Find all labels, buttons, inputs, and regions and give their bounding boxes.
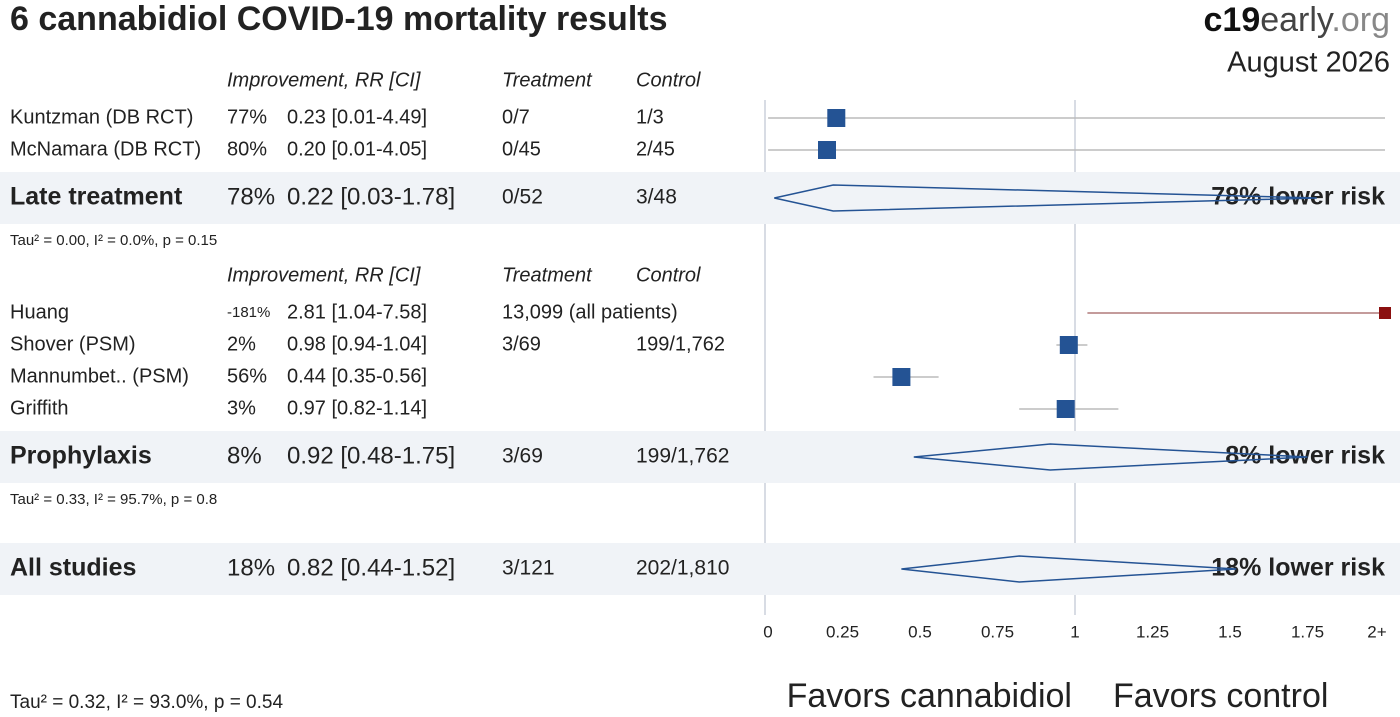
effect-square [818, 141, 836, 159]
summary-name: Prophylaxis [10, 442, 152, 470]
rr-ci: 0.98 [0.94-1.04] [287, 333, 427, 355]
effect-square [1379, 307, 1391, 319]
risk-label: 18% lower risk [1211, 554, 1385, 582]
rr-ci: 0.97 [0.82-1.14] [287, 397, 427, 419]
rr-ci: 0.20 [0.01-4.05] [287, 138, 427, 160]
summary-control: 3/48 [636, 186, 677, 209]
improvement: 56% [227, 365, 267, 387]
improvement: 2% [227, 333, 256, 355]
summary-rr-ci: 0.22 [0.03-1.78] [287, 183, 455, 210]
summary-control: 199/1,762 [636, 445, 729, 468]
column-header: Treatment [502, 69, 593, 91]
study-name: Griffith [10, 397, 69, 419]
favors-right: Favors control [1113, 677, 1328, 715]
summary-diamond [913, 443, 1308, 471]
x-tick-label: 0.5 [908, 622, 932, 641]
x-tick-label: 1.5 [1218, 622, 1242, 641]
rr-ci: 0.44 [0.35-0.56] [287, 365, 427, 387]
treatment: 0/45 [502, 138, 541, 160]
column-header: Improvement, RR [CI] [227, 264, 421, 286]
column-header: Improvement, RR [CI] [227, 69, 421, 91]
effect-square [1059, 336, 1078, 354]
summary-name: Late treatment [10, 183, 183, 211]
group-stats: Tau² = 0.33, I² = 95.7%, p = 0.8 [10, 491, 217, 508]
summary-improvement: 8% [227, 442, 262, 469]
summary-rr-ci: 0.82 [0.44-1.52] [287, 554, 455, 581]
x-tick-label: 0.25 [826, 622, 859, 641]
study-name: McNamara (DB RCT) [10, 138, 201, 160]
summary-diamond [774, 184, 1317, 212]
effect-square [827, 109, 846, 127]
x-tick-label: 1.25 [1136, 622, 1169, 641]
summary-band [0, 172, 1400, 224]
x-tick-label: 0 [763, 622, 772, 641]
date: August 2026 [1227, 47, 1390, 79]
x-tick-label: 2+ [1367, 622, 1386, 641]
rr-ci: 2.81 [1.04-7.58] [287, 301, 427, 323]
brand-end: .org [1331, 1, 1390, 39]
improvement: 3% [227, 397, 256, 419]
improvement: 77% [227, 106, 267, 128]
x-tick-label: 1.75 [1291, 622, 1324, 641]
improvement: -181% [227, 304, 270, 321]
control: 2/45 [636, 138, 675, 160]
study-name: Shover (PSM) [10, 333, 136, 355]
group-stats: Tau² = 0.00, I² = 0.0%, p = 0.15 [10, 232, 217, 249]
summary-band [0, 431, 1400, 483]
summary-treatment: 0/52 [502, 186, 543, 209]
summary-treatment: 3/121 [502, 557, 555, 580]
summary-improvement: 18% [227, 554, 275, 581]
x-tick-label: 1 [1070, 622, 1079, 641]
control: 199/1,762 [636, 333, 725, 355]
treatment: 0/7 [502, 106, 530, 128]
summary-treatment: 3/69 [502, 445, 543, 468]
effect-square [892, 368, 911, 386]
column-header: Treatment [502, 264, 593, 286]
summary-band [0, 543, 1400, 595]
control: 1/3 [636, 106, 664, 128]
overall-stats: Tau² = 0.32, I² = 93.0%, p = 0.54 [10, 692, 283, 713]
summary-name: All studies [10, 554, 136, 582]
rr-ci: 0.23 [0.01-4.49] [287, 106, 427, 128]
x-tick-label: 0.75 [981, 622, 1014, 641]
study-name: Kuntzman (DB RCT) [10, 106, 193, 128]
column-header: Control [636, 69, 701, 91]
treatment: 3/69 [502, 333, 541, 355]
summary-diamond [901, 555, 1237, 583]
summary-improvement: 78% [227, 183, 275, 210]
improvement: 80% [227, 138, 267, 160]
summary-control: 202/1,810 [636, 557, 729, 580]
treatment: 13,099 (all patients) [502, 301, 678, 323]
brand: c19early.org [1204, 1, 1391, 39]
favors-left: Favors cannabidiol [787, 677, 1072, 715]
study-name: Huang [10, 301, 69, 323]
brand-bold: c19 [1204, 1, 1261, 39]
brand-mid: early [1260, 1, 1334, 39]
effect-square [1056, 400, 1075, 418]
study-name: Mannumbet.. (PSM) [10, 365, 189, 387]
summary-rr-ci: 0.92 [0.48-1.75] [287, 442, 455, 469]
column-header: Control [636, 264, 701, 286]
title: 6 cannabidiol COVID-19 mortality results [10, 0, 668, 38]
risk-label: 8% lower risk [1225, 442, 1385, 470]
